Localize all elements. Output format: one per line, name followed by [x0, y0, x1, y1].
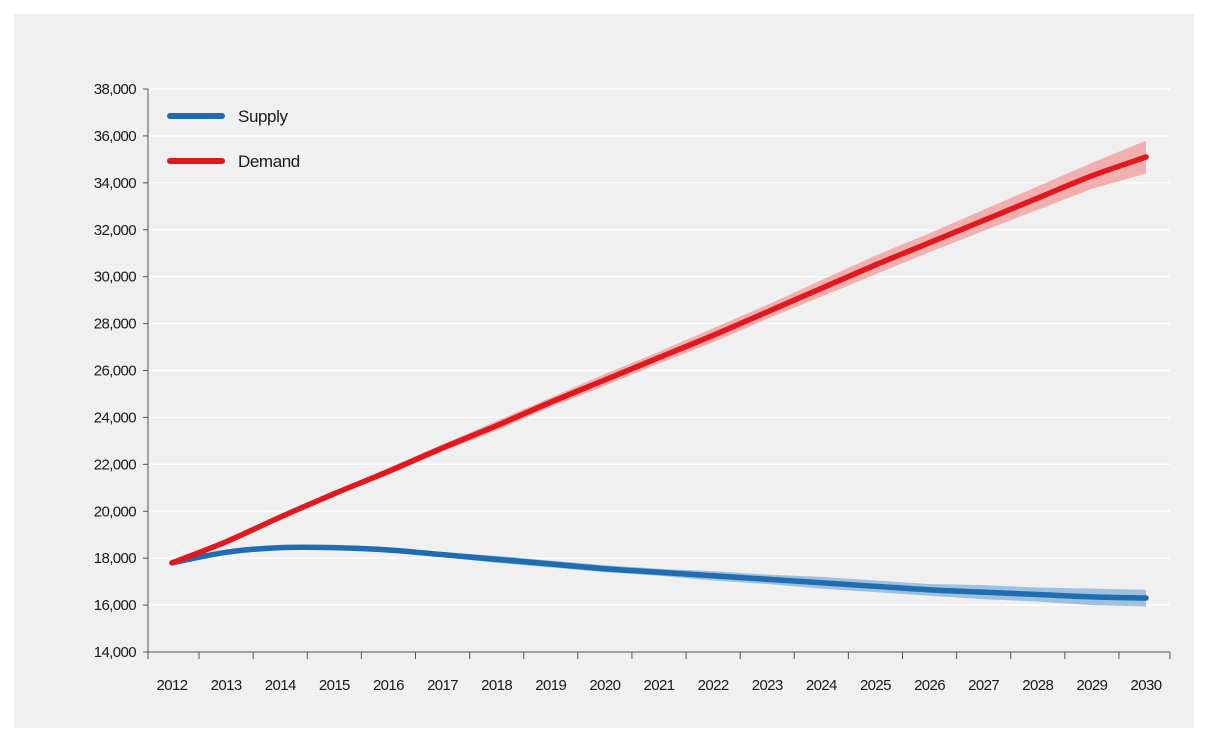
- y-tick-label: 30,000: [94, 269, 137, 286]
- grid-lines: [148, 88, 1170, 606]
- y-tick-label: 20,000: [94, 503, 137, 520]
- x-tick-label: 2021: [644, 677, 675, 694]
- x-tick-label: 2023: [752, 677, 783, 694]
- x-tick-label: 2017: [427, 677, 458, 694]
- x-tick-label: 2030: [1131, 677, 1162, 694]
- legend-label-demand: Demand: [238, 152, 300, 171]
- y-axis-ticks: 14,000 16,000 18,000 20,000 22,000 24,000 26,0…: [94, 81, 148, 661]
- series-line-supply: [169, 544, 1149, 601]
- x-tick-label: 2016: [373, 677, 404, 694]
- series-lines: [169, 154, 1149, 601]
- x-tick-label: 2029: [1076, 677, 1107, 694]
- x-tick-label: 2028: [1022, 677, 1053, 694]
- x-tick-label: 2025: [860, 677, 891, 694]
- y-tick-label: 22,000: [94, 456, 137, 473]
- x-tick-label: 2013: [211, 677, 242, 694]
- legend-label-supply: Supply: [238, 107, 288, 126]
- x-tick-label: 2022: [698, 677, 729, 694]
- y-tick-label: 16,000: [94, 597, 137, 614]
- y-tick-label: 14,000: [94, 644, 137, 661]
- y-tick-label: 28,000: [94, 316, 137, 333]
- confidence-bands: [172, 140, 1146, 607]
- x-axis-ticks: 2012 2013 2014 2015 2016 2017 2018 2019 2020 2021…: [147, 652, 1171, 694]
- x-tick-label: 2014: [265, 677, 296, 694]
- y-tick-label: 26,000: [94, 363, 137, 380]
- x-tick-label: 2027: [968, 677, 999, 694]
- y-tick-label: 24,000: [94, 409, 137, 426]
- x-tick-label: 2018: [481, 677, 512, 694]
- series-line-demand: [169, 154, 1149, 566]
- y-tick-label: 38,000: [94, 81, 137, 98]
- y-tick-label: 36,000: [94, 128, 137, 145]
- x-tick-label: 2026: [914, 677, 945, 694]
- y-tick-label: 18,000: [94, 550, 137, 567]
- x-tick-label: 2020: [589, 677, 620, 694]
- y-tick-label: 34,000: [94, 175, 137, 192]
- x-tick-label: 2012: [157, 677, 188, 694]
- x-tick-label: 2015: [319, 677, 350, 694]
- x-tick-label: 2019: [535, 677, 566, 694]
- y-tick-label: 32,000: [94, 222, 137, 239]
- legend: Supply Demand: [167, 107, 300, 171]
- band-supply: [172, 545, 1146, 607]
- x-tick-label: 2024: [806, 677, 837, 694]
